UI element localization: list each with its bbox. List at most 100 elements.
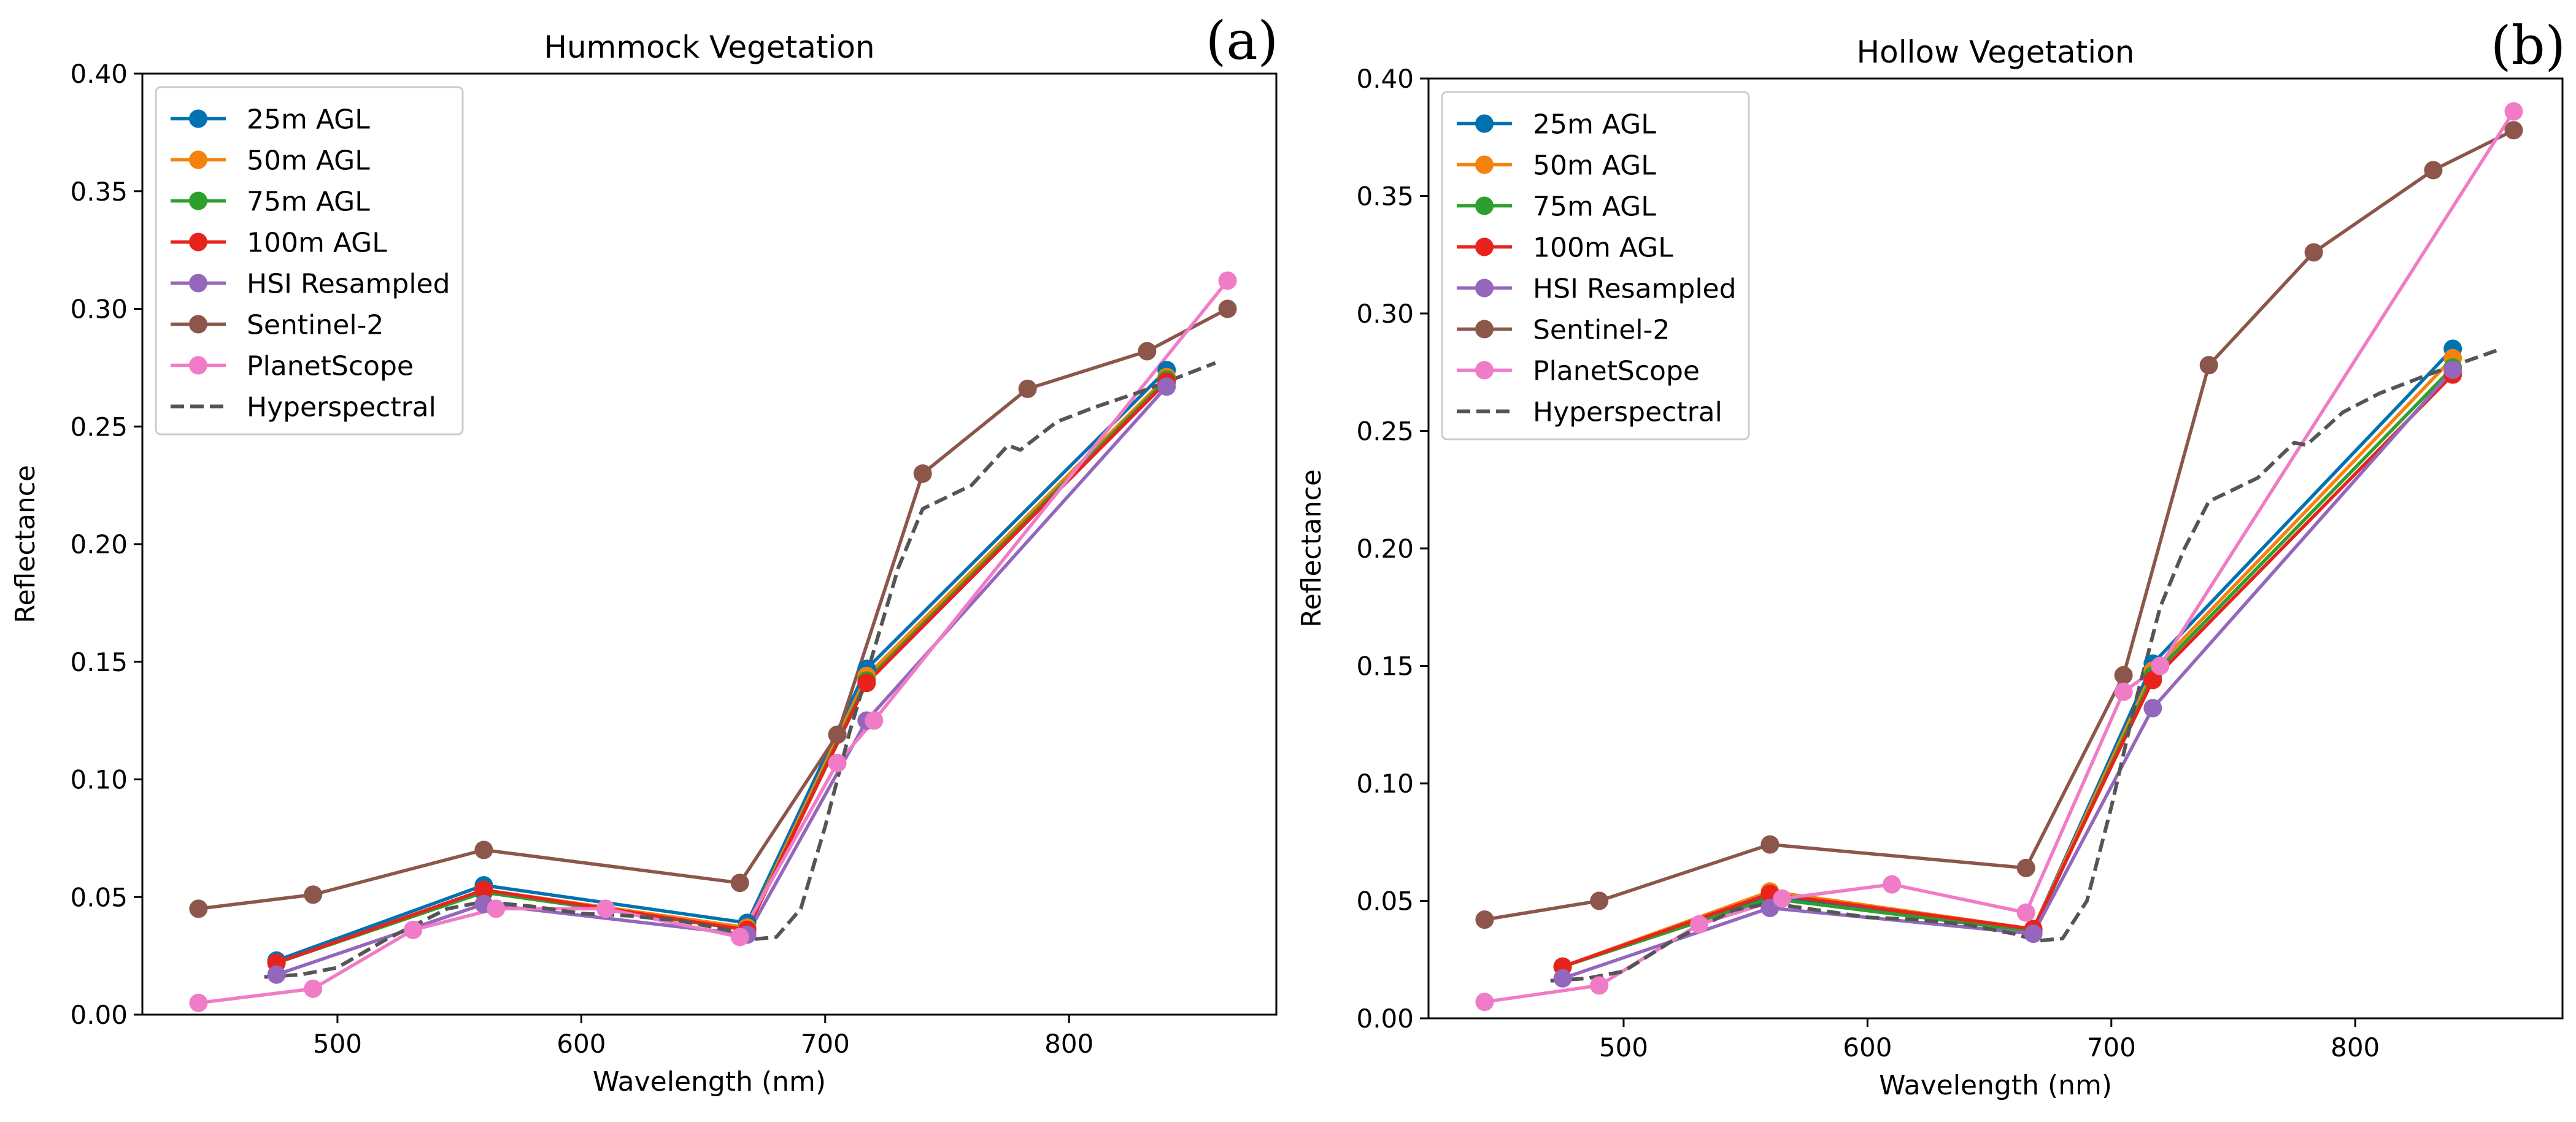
data-point-5-4: [828, 725, 847, 744]
legend: 25m AGL 50m AGL 75m AGL 100m AGL HSI Resampl…: [155, 86, 464, 436]
chart-panel-a: 0.00 0.05 0.10 0.15 0.20 0.25 0.30 0.35 0.40 500 6…: [10, 10, 1278, 1097]
y-tick-label: 0.40: [1356, 64, 1414, 94]
data-point-5-1: [1590, 891, 1609, 910]
chart-panel-b: 0.00 0.05 0.10 0.15 0.20 0.25 0.30 0.35 0.40 500 6…: [1296, 15, 2566, 1101]
legend-entry-label: 50m AGL: [1533, 150, 1656, 182]
series-line-3: [274, 380, 1168, 965]
data-point-5-2: [1760, 835, 1780, 854]
legend-swatch-marker: [1475, 155, 1494, 174]
legend-swatch-marker: [189, 109, 207, 128]
legend-entry-label: 75m AGL: [1533, 191, 1656, 223]
legend-swatch-marker: [1475, 361, 1494, 380]
plot-area: [189, 271, 1237, 1012]
data-point-5-5: [913, 464, 932, 483]
legend-entry-label: PlanetScope: [1533, 356, 1700, 387]
legend-entry-label: HSI Resampled: [1533, 274, 1737, 305]
y-axis-label: Reflectance: [1296, 469, 1327, 628]
legend-swatch-marker: [189, 232, 207, 252]
data-point-5-3: [2016, 858, 2035, 877]
legend-entry-label: Sentinel-2: [1533, 315, 1670, 346]
y-tick-label: 0.10: [70, 765, 128, 795]
series-line-4: [1560, 368, 2455, 980]
y-tick-label: 0.20: [1356, 534, 1414, 564]
legend-entry-label: 100m AGL: [247, 228, 387, 259]
y-tick-label: 0.10: [1356, 769, 1414, 799]
series-line-4: [274, 385, 1168, 977]
chart-title: Hummock Vegetation: [544, 29, 874, 65]
data-point-5-6: [2304, 243, 2323, 262]
y-tick-label: 0.15: [70, 647, 128, 677]
x-tick-label: 600: [1843, 1032, 1892, 1062]
data-point-6-4: [596, 899, 615, 918]
legend-swatch-marker: [1475, 114, 1494, 133]
data-point-6-0: [189, 993, 208, 1012]
data-point-3-1: [474, 880, 493, 899]
series-line-1: [1560, 356, 2455, 969]
x-axis-label: Wavelength (nm): [593, 1066, 826, 1097]
y-tick-label: 0.25: [1356, 417, 1414, 447]
plot-area: [1475, 102, 2523, 1012]
data-point-6-6: [828, 753, 847, 772]
x-tick-label: 800: [2331, 1032, 2380, 1062]
data-point-6-8: [2504, 102, 2523, 121]
data-point-6-7: [865, 711, 884, 730]
x-tick-label: 700: [801, 1029, 850, 1059]
data-point-5-0: [1475, 910, 1494, 929]
x-tick-label: 800: [1044, 1029, 1093, 1059]
legend-swatch-marker: [189, 274, 207, 293]
legend-entry-label: HSI Resampled: [247, 269, 450, 300]
y-tick-label: 0.05: [70, 882, 128, 912]
y-tick-label: 0.25: [70, 412, 128, 442]
legend-entry-label: 50m AGL: [247, 145, 370, 177]
data-point-5-7: [2424, 161, 2443, 180]
series-line-3: [1560, 372, 2455, 969]
data-point-4-4: [2443, 360, 2462, 379]
legend-entry-label: 75m AGL: [247, 186, 370, 218]
legend-swatch-marker: [1475, 196, 1494, 215]
data-point-3-3: [2143, 671, 2162, 690]
data-point-6-6: [2114, 682, 2133, 701]
data-point-4-2: [2024, 924, 2043, 943]
data-point-5-1: [304, 885, 323, 904]
x-tick-label: 600: [557, 1029, 606, 1059]
data-point-5-3: [730, 874, 749, 893]
data-point-5-0: [189, 899, 208, 918]
legend-swatch-marker: [1475, 237, 1494, 256]
data-point-4-4: [1157, 377, 1176, 396]
data-point-6-4: [1883, 875, 1902, 894]
data-point-6-2: [1690, 915, 1709, 934]
legend-entry-label: 100m AGL: [1533, 232, 1673, 264]
y-tick-label: 0.20: [70, 529, 128, 559]
data-point-5-4: [2114, 666, 2133, 685]
x-axis-label: Wavelength (nm): [1879, 1070, 2112, 1101]
y-tick-label: 0.00: [70, 1000, 128, 1030]
legend-swatch-marker: [189, 356, 207, 375]
data-point-4-0: [1553, 969, 1572, 988]
legend-entry-label: Hyperspectral: [1533, 397, 1722, 428]
data-point-5-8: [2504, 121, 2523, 140]
legend-swatch-marker: [189, 315, 207, 334]
legend-swatch-marker: [189, 150, 207, 169]
series-line-0: [274, 368, 1168, 963]
series-line-1: [274, 375, 1168, 965]
data-point-6-2: [404, 920, 423, 939]
data-point-5-5: [2199, 356, 2218, 375]
y-axis-label: Reflectance: [10, 465, 41, 623]
data-point-5-2: [474, 840, 493, 859]
legend-box: [155, 86, 464, 436]
series-line-0: [1560, 347, 2455, 969]
data-point-6-1: [1590, 976, 1609, 995]
data-point-5-6: [1018, 379, 1037, 398]
legend-box: [1441, 91, 1750, 440]
legend-entry-label: Hyperspectral: [247, 392, 436, 423]
data-point-5-8: [1218, 299, 1237, 318]
data-point-6-3: [1773, 889, 1792, 908]
data-point-6-1: [304, 979, 323, 998]
legend: 25m AGL 50m AGL 75m AGL 100m AGL HSI Resampl…: [1441, 91, 1750, 440]
legend-entry-label: 25m AGL: [1533, 109, 1656, 140]
data-point-6-0: [1475, 993, 1494, 1012]
y-tick-label: 0.30: [70, 294, 128, 325]
panel-label: (a): [1206, 10, 1278, 72]
data-point-6-8: [1218, 271, 1237, 290]
